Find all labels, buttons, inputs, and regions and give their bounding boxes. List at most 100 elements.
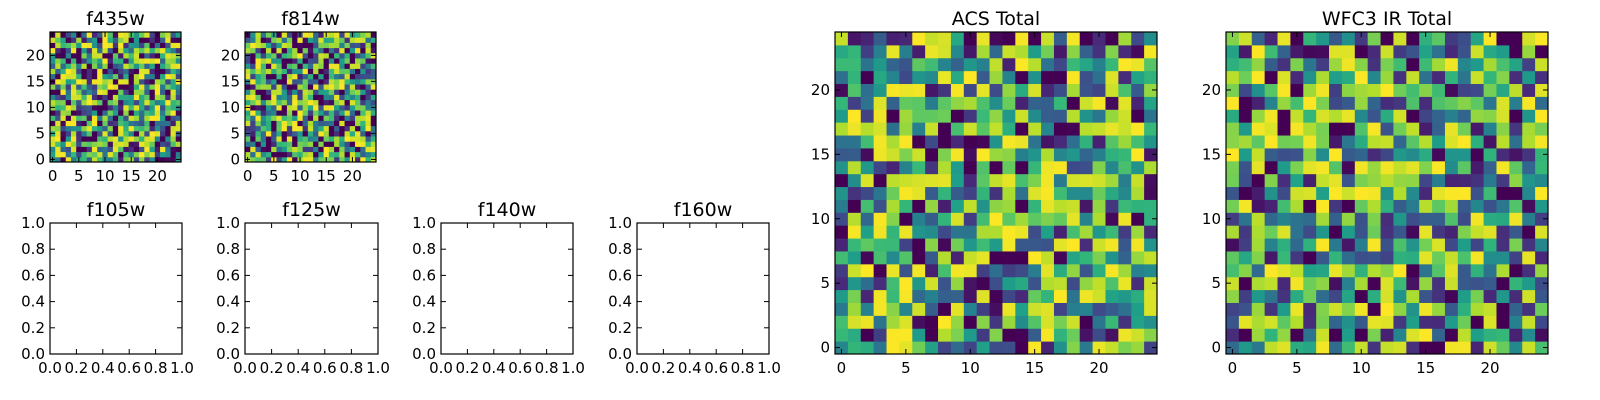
heatmap-cell [1002,199,1016,213]
heatmap-cell [128,68,135,75]
heatmap-cell [1144,83,1158,97]
heatmap-cell [123,125,130,132]
heatmap-cell [1277,276,1291,291]
heatmap-cell [149,110,156,116]
heatmap-cell [102,73,109,80]
heatmap-cell [260,156,267,163]
heatmap-cell [1015,276,1029,291]
heatmap-cell [160,84,166,90]
heatmap-cell [835,250,849,265]
heatmap-cell [81,52,88,59]
heatmap-cell [286,47,293,54]
heatmap-cell [1041,173,1055,188]
heatmap-cell [1277,147,1291,162]
heatmap-cell [1226,212,1240,226]
heatmap-cell [281,130,288,137]
heatmap-cell [1303,315,1317,329]
heatmap-cell [50,125,56,132]
heatmap-cell [55,115,61,121]
heatmap-cell [70,94,77,101]
heatmap-cell [1444,250,1459,265]
heatmap-cell [144,130,151,137]
heatmap-cell [323,89,330,95]
heatmap-cell [76,68,82,75]
panel-title: WFC3 IR Total [1322,8,1452,30]
heatmap-cell [938,135,952,149]
heatmap-cell [255,58,262,64]
heatmap-cell [1406,250,1420,265]
heatmap-cell [255,78,262,85]
heatmap-cell [873,341,888,355]
heatmap-cell [154,68,161,75]
heatmap-cell [175,47,182,54]
heatmap-cell [65,136,72,142]
heatmap-cell [1496,160,1510,175]
heatmap-cell [250,104,256,111]
x-tick-label: 0.2 [651,359,675,377]
heatmap-cell [1341,225,1356,239]
heatmap-cell [271,141,277,147]
heatmap-cell [344,47,351,54]
heatmap-cell [1535,276,1549,291]
heatmap-cell [107,120,114,127]
heatmap-cell [170,110,177,116]
heatmap-cell [81,115,88,121]
heatmap-cell [349,58,356,64]
heatmap-cell [1406,44,1420,59]
heatmap-cell [133,120,140,127]
heatmap-cell [107,68,114,75]
heatmap-cell [334,84,340,90]
heatmap-cell [1329,57,1343,72]
heatmap-cell [91,151,98,158]
heatmap-cell [271,68,277,75]
heatmap-cell [365,58,372,64]
heatmap-cell [1483,250,1497,265]
heatmap-cell [133,73,140,80]
heatmap-cell [133,130,140,137]
heatmap-cell [339,115,346,121]
heatmap-cell [1432,83,1446,97]
heatmap-cell [1002,250,1016,265]
heatmap-cell [271,58,277,64]
heatmap-cell [847,302,862,316]
x-tick-label: 1.0 [170,359,194,377]
heatmap-cell [899,122,913,136]
heatmap-cell [81,141,88,147]
heatmap-cell [355,120,361,127]
heatmap-cell [370,42,377,49]
heatmap-cell [1367,212,1382,226]
heatmap-cell [60,130,67,137]
heatmap-cell [265,104,272,111]
heatmap-cell [81,68,88,75]
heatmap-cell [344,104,351,111]
heatmap-cell [250,146,256,153]
heatmap-cell [976,302,991,316]
heatmap-cell [1303,122,1317,136]
heatmap-cell [1535,289,1549,303]
heatmap-cell [149,37,156,43]
heatmap-cell [102,89,109,95]
heatmap-cell [118,94,124,101]
heatmap-cell [873,57,888,72]
heatmap-cell [286,78,293,85]
heatmap-cell [328,120,335,127]
y-tick-label: 0.4 [608,293,632,311]
heatmap-cell [1316,147,1330,162]
heatmap-cell [318,68,325,75]
heatmap-cell [365,146,372,153]
heatmap-cell [1015,96,1029,110]
heatmap-cell [1316,341,1330,355]
heatmap-cell [1341,109,1356,123]
heatmap-cell [1066,70,1081,85]
heatmap-cell [281,120,288,127]
heatmap-cell [1535,96,1549,110]
heatmap-cell [328,68,335,75]
heatmap-cell [1079,225,1094,239]
heatmap-cell [292,110,298,116]
heatmap-cell [1015,341,1029,355]
heatmap-cell [1380,212,1394,226]
heatmap-cell [1041,160,1055,175]
heatmap-cell [847,289,862,303]
heatmap-cell [139,37,145,43]
